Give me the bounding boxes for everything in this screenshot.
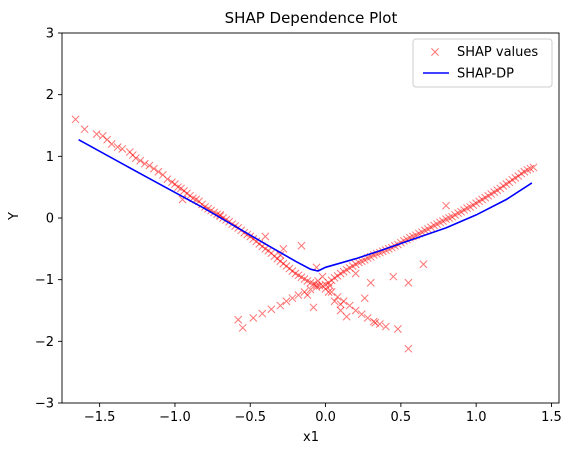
shap-value-point bbox=[330, 297, 339, 306]
x-tick-label: 1.5 bbox=[541, 410, 562, 425]
shap-value-point bbox=[357, 310, 366, 319]
shap-value-point bbox=[342, 312, 351, 321]
shap-dp-line bbox=[78, 138, 533, 272]
shap-value-point bbox=[163, 175, 172, 184]
shap-value-point bbox=[113, 143, 122, 152]
shap-value-point bbox=[404, 344, 413, 353]
shap-value-point bbox=[279, 244, 288, 253]
shap-value-point bbox=[107, 140, 116, 148]
y-tick-label: 0 bbox=[46, 212, 54, 227]
shap-value-point bbox=[118, 144, 127, 153]
shap-value-point bbox=[404, 278, 413, 287]
shap-value-point bbox=[294, 291, 303, 300]
shap-value-point bbox=[375, 320, 384, 329]
y-axis-label: Y bbox=[7, 212, 22, 221]
shap-value-point bbox=[326, 281, 335, 290]
shap-value-point bbox=[345, 301, 354, 310]
axes-frame bbox=[61, 32, 560, 404]
shap-value-point bbox=[354, 258, 363, 267]
shap-value-point bbox=[80, 125, 89, 134]
shap-value-point bbox=[366, 278, 375, 287]
shap-value-point bbox=[98, 132, 107, 140]
plot-area: −1.5 −1.0 −0.5 0.0 0.5 1.0 1.5 −3 −2 −1 0 1 2 3 SHAP v… bbox=[35, 27, 562, 426]
shap-value-point bbox=[306, 285, 315, 294]
legend-label-shap-dp: SHAP-DP bbox=[457, 67, 514, 82]
shap-value-point bbox=[258, 309, 267, 318]
shap-value-point bbox=[312, 283, 321, 292]
chart-title: SHAP Dependence Plot bbox=[225, 9, 398, 27]
shap-value-point bbox=[336, 306, 345, 315]
shap-value-point bbox=[351, 269, 360, 278]
shap-value-point bbox=[154, 167, 163, 176]
x-tick-label: 1.0 bbox=[466, 410, 487, 425]
shap-value-point bbox=[303, 291, 312, 300]
y-tick-label: 2 bbox=[46, 88, 54, 103]
x-axis-label: x1 bbox=[303, 430, 319, 445]
shap-value-point bbox=[381, 322, 390, 331]
y-tick-label: −2 bbox=[35, 335, 54, 350]
legend-label-shap-values: SHAP values bbox=[457, 45, 538, 60]
legend-box bbox=[412, 38, 553, 88]
shap-value-point bbox=[321, 284, 330, 293]
shap-value-point bbox=[145, 161, 154, 170]
shap-value-point bbox=[297, 241, 306, 250]
shap-value-point bbox=[336, 300, 345, 309]
shap-value-point bbox=[249, 313, 258, 322]
shap-value-point bbox=[333, 292, 342, 301]
shap-value-point bbox=[523, 165, 532, 174]
shap-value-point bbox=[174, 183, 182, 192]
shap-value-point bbox=[393, 325, 402, 333]
shap-value-point bbox=[136, 156, 145, 165]
x-tick-label: −0.5 bbox=[234, 410, 266, 425]
shap-value-point bbox=[327, 288, 336, 296]
shap-value-point bbox=[216, 210, 225, 219]
shap-value-point bbox=[371, 318, 380, 327]
shap-value-point bbox=[238, 323, 247, 332]
x-tick-label: −1.0 bbox=[159, 410, 191, 425]
legend-marker-shap-values bbox=[431, 48, 439, 56]
shap-value-point bbox=[276, 251, 285, 259]
shap-value-point bbox=[92, 130, 101, 139]
shap-value-point bbox=[314, 276, 322, 285]
shap-value-point bbox=[360, 294, 369, 303]
shap-value-point bbox=[389, 272, 398, 281]
shap-value-point bbox=[351, 306, 360, 315]
shap-value-point bbox=[288, 294, 297, 303]
y-tick-label: −1 bbox=[35, 273, 54, 288]
shap-value-point bbox=[282, 297, 291, 306]
x-tick-label: 0.5 bbox=[391, 410, 412, 425]
shap-value-point bbox=[309, 303, 318, 312]
x-tick-label: −1.5 bbox=[84, 410, 116, 425]
y-tick-label: 1 bbox=[46, 150, 54, 165]
shap-value-point bbox=[149, 164, 158, 173]
shap-value-point bbox=[261, 232, 270, 241]
y-tick-label: −3 bbox=[35, 397, 54, 412]
x-tick-label: 0.0 bbox=[315, 410, 336, 425]
shap-value-point bbox=[306, 278, 315, 287]
shap-value-point bbox=[442, 201, 450, 210]
shap-value-point bbox=[131, 154, 140, 163]
shap-value-point bbox=[140, 159, 149, 168]
shap-value-point bbox=[71, 115, 80, 124]
shap-value-point bbox=[276, 301, 285, 310]
shap-value-point bbox=[363, 313, 372, 322]
shap-value-point bbox=[234, 315, 243, 324]
shap-value-point bbox=[529, 163, 538, 172]
shap-value-point bbox=[419, 260, 428, 269]
shap-value-point bbox=[267, 305, 276, 314]
y-tick-label: 3 bbox=[46, 27, 54, 42]
